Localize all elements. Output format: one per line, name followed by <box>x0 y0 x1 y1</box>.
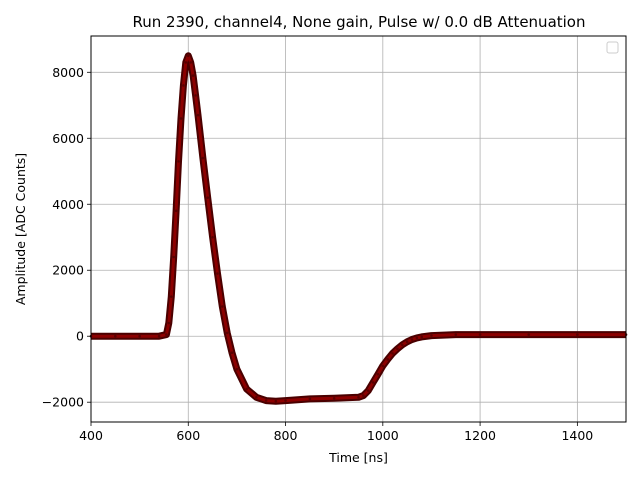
data-point <box>274 399 278 403</box>
data-point <box>211 235 214 239</box>
data-point <box>381 364 385 368</box>
data-point <box>576 333 579 336</box>
data-point <box>478 333 482 336</box>
data-point <box>194 94 197 97</box>
data-point <box>165 333 168 336</box>
x-tick-label: 800 <box>274 428 298 443</box>
data-point <box>167 321 171 325</box>
data-point <box>284 399 287 402</box>
data-point <box>245 387 248 391</box>
data-point <box>454 333 458 336</box>
data-point <box>201 156 205 160</box>
data-point <box>182 84 185 87</box>
x-tick-label: 1000 <box>367 428 399 443</box>
y-tick-label: 0 <box>76 329 84 344</box>
data-point <box>405 340 409 344</box>
x-tick-label: 1200 <box>464 428 496 443</box>
data-point <box>376 372 380 376</box>
x-tick-label: 400 <box>79 428 103 443</box>
data-point <box>420 335 424 339</box>
data-point <box>179 117 183 120</box>
plot-frame <box>90 35 627 423</box>
data-point <box>366 389 370 392</box>
data-point <box>235 367 239 371</box>
grid <box>90 36 626 422</box>
x-axis-ticks: 400 600 800 1000 1200 1400 <box>79 422 593 443</box>
data-point <box>174 209 178 213</box>
y-tick-label: −2000 <box>42 395 84 410</box>
data-point <box>169 295 173 298</box>
data-point <box>196 113 200 117</box>
data-point <box>191 74 195 77</box>
x-tick-label: 1400 <box>561 428 593 443</box>
data-point <box>362 394 365 397</box>
data-point <box>157 334 161 338</box>
legend-box <box>606 41 619 54</box>
y-tick-label: 2000 <box>52 263 84 278</box>
y-tick-label: 6000 <box>52 131 84 146</box>
x-tick-label: 600 <box>176 428 200 443</box>
data-point <box>225 331 229 335</box>
data-point <box>415 336 419 340</box>
data-point <box>400 343 404 347</box>
data-point <box>371 381 375 384</box>
data-point <box>308 397 312 401</box>
data-point <box>255 395 258 399</box>
data-point <box>396 347 399 351</box>
data-point <box>391 352 394 355</box>
data-point <box>221 305 224 308</box>
data-point <box>527 333 531 336</box>
data-point <box>177 160 180 163</box>
data-point <box>216 272 219 275</box>
data-point <box>138 334 141 338</box>
data-point <box>357 395 360 399</box>
data-point <box>264 399 268 402</box>
chart-title: Run 2390, channel4, None gain, Pulse w/ … <box>133 13 586 31</box>
data-point <box>430 334 433 337</box>
data-point <box>410 338 414 341</box>
data-point <box>189 61 193 64</box>
data-point <box>172 255 175 259</box>
data-point <box>386 358 389 361</box>
data-point <box>230 351 234 355</box>
x-axis-label: Time [ns] <box>328 450 388 465</box>
y-tick-label: 4000 <box>52 197 84 212</box>
y-axis-ticks: −2000 0 2000 4000 6000 8000 <box>42 65 91 410</box>
series-group <box>89 54 628 403</box>
data-point <box>206 196 210 199</box>
data-point <box>184 61 188 64</box>
data-point <box>332 396 336 400</box>
data-point <box>186 54 190 58</box>
y-axis-label: Amplitude [ADC Counts] <box>13 153 28 305</box>
data-point <box>114 334 117 338</box>
y-tick-label: 8000 <box>52 65 84 80</box>
